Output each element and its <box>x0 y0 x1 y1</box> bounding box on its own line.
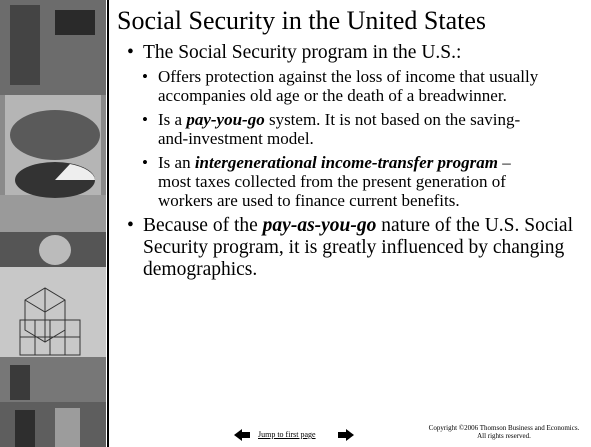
text-run: The Social Security program in the U.S.: <box>143 42 462 63</box>
emphasis: intergenerational income-transfer progra… <box>194 153 499 172</box>
sub-bullet: • Offers protection against the loss of i… <box>138 67 548 105</box>
copyright: Copyright ©2006 Thomson Business and Eco… <box>428 424 580 440</box>
text-run: Offers protection against the loss of in… <box>158 67 539 105</box>
first-page-link[interactable]: Jump to first page <box>258 430 316 439</box>
text-run: Is a <box>158 110 187 129</box>
sidebar-collage <box>0 0 106 447</box>
next-arrow[interactable] <box>338 429 354 441</box>
bullet-dot: • <box>127 215 134 236</box>
bullet-dot: • <box>127 42 134 63</box>
bullet-list: • The Social Security program in the U.S.… <box>124 42 579 284</box>
text-run: nature of the U.S. Social Security progr… <box>143 215 573 280</box>
sub-list: • Offers protection against the loss of i… <box>124 67 579 210</box>
navigation: Jump to first page <box>234 429 354 443</box>
bullet-dot: • <box>142 67 148 86</box>
text-run: Is an <box>158 153 195 172</box>
text-run: system. It is not based on the saving-an… <box>158 110 521 148</box>
prev-arrow[interactable] <box>234 429 250 441</box>
sub-bullet: • Is an intergenerational income-transfer… <box>138 153 548 210</box>
text-run: Because of the <box>143 215 263 236</box>
bullet: • The Social Security program in the U.S.… <box>124 42 579 64</box>
emphasis: pay-you-go <box>186 110 265 129</box>
divider <box>107 0 109 447</box>
bullet: • Because of the pay-as-you-go nature of … <box>124 215 579 281</box>
emphasis: pay-as-you-go <box>262 215 377 236</box>
text-run: – most taxes collected from the present … <box>158 153 511 210</box>
bullet-dot: • <box>142 110 148 129</box>
bullet-dot: • <box>142 153 148 172</box>
sub-bullet: • Is a pay-you-go system. It is not based… <box>138 110 548 148</box>
slide-title: Social Security in the United States <box>117 6 486 35</box>
